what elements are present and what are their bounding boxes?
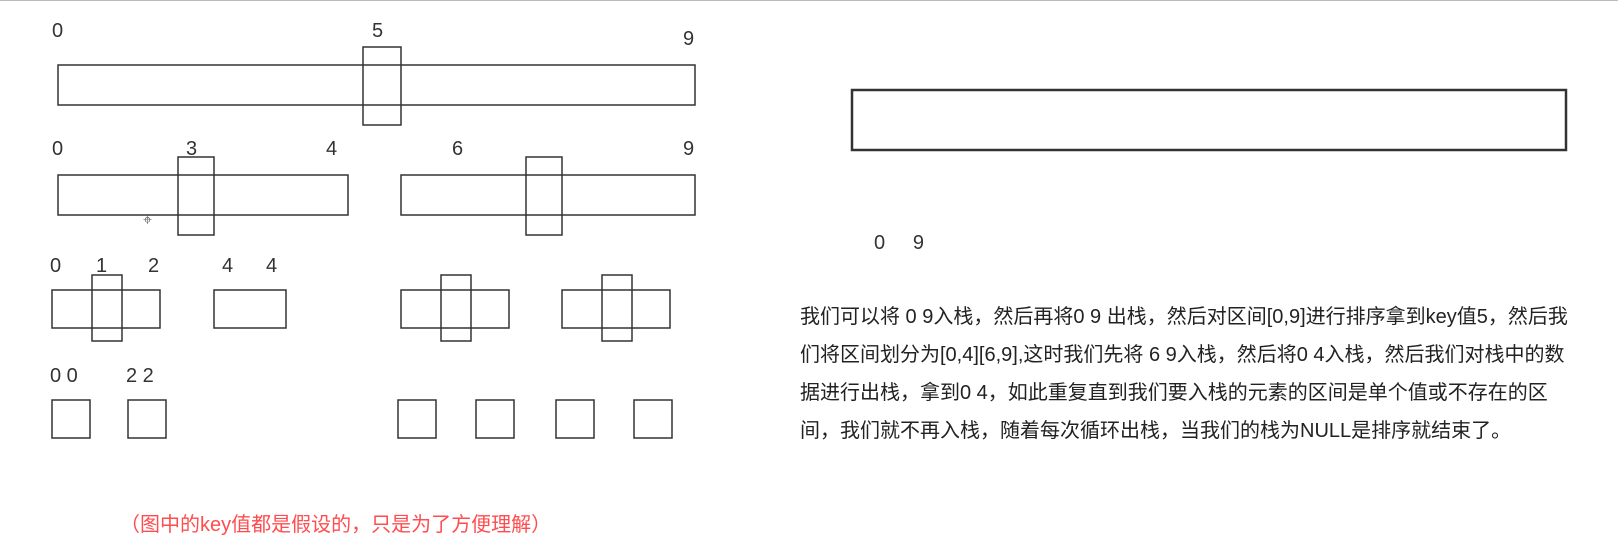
stack-right: 9 (913, 232, 924, 254)
stack-left: 0 (874, 232, 885, 254)
index-label: 2 (148, 255, 159, 278)
quicksort-tree-diagram (0, 0, 1618, 552)
index-label: 1 (96, 255, 107, 278)
text-cursor-icon: ⌖ (143, 212, 152, 230)
index-label: 0 0 (50, 365, 78, 388)
index-label: 0 (52, 138, 63, 161)
index-label: 5 (372, 20, 383, 43)
index-label: 0 (52, 20, 63, 43)
index-label: 4 (222, 255, 233, 278)
index-label: 9 (683, 138, 694, 161)
index-label: 3 (186, 138, 197, 161)
index-label: 4 (266, 255, 277, 278)
stack-values: 0 9 (874, 232, 924, 255)
index-label: 2 2 (126, 365, 154, 388)
index-label: 0 (50, 255, 61, 278)
diagram-note: （图中的key值都是假设的，只是为了方便理解） (120, 508, 551, 537)
explanation-text: 我们可以将 0 9入栈，然后再将0 9 出栈，然后对区间[0,9]进行排序拿到k… (800, 298, 1570, 450)
index-label: 9 (683, 28, 694, 51)
page: 0 5 9 0 3 4 6 9 0 1 2 4 4 0 0 2 2 ⌖ （图中的key值都是假设的，只是为了… (0, 0, 1618, 552)
index-label: 4 (326, 138, 337, 161)
index-label: 6 (452, 138, 463, 161)
